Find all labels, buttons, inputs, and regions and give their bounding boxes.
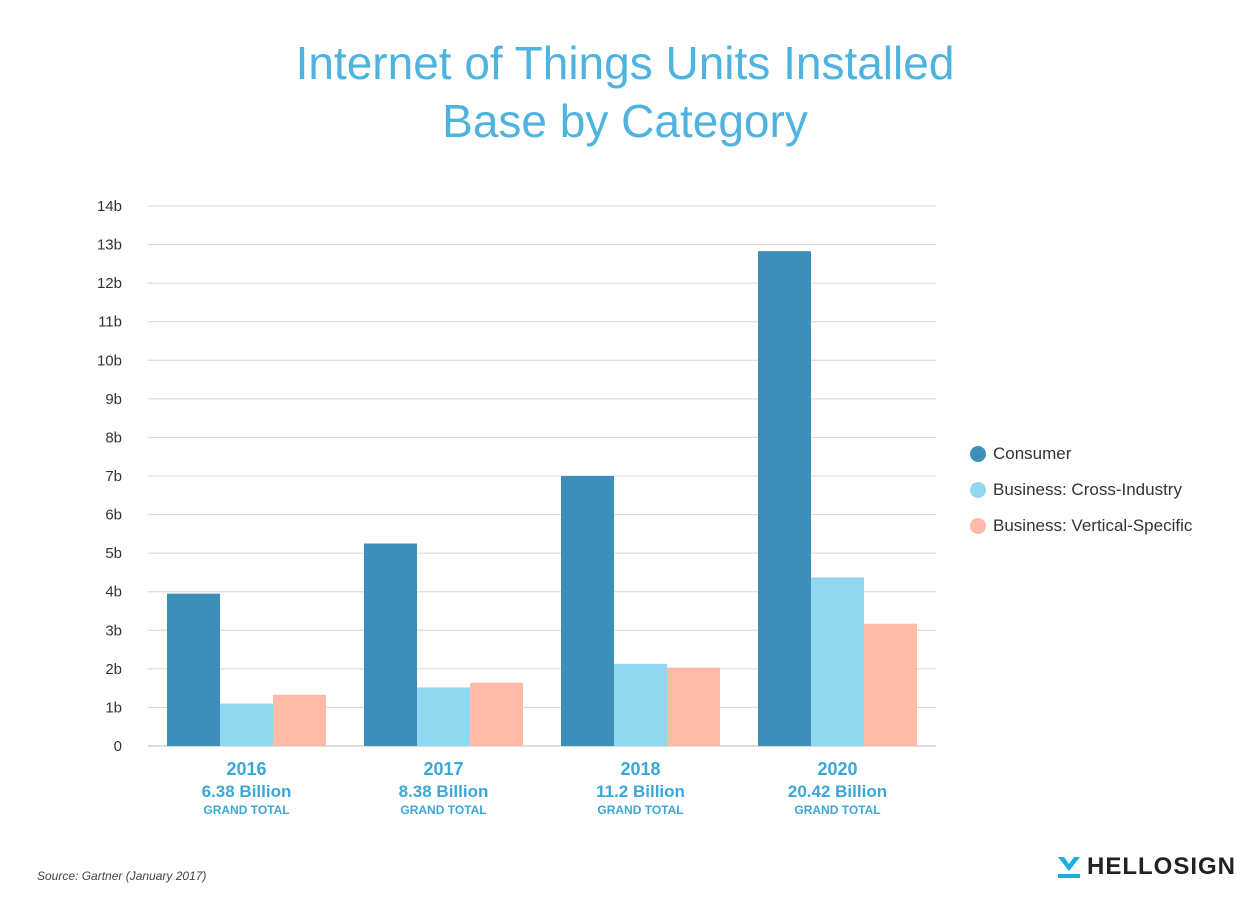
y-tick-label: 13b [97, 237, 122, 254]
category-total-label: 20.42 Billion [788, 782, 887, 801]
y-tick-label: 4b [105, 584, 122, 601]
bar [470, 682, 523, 746]
bar [417, 687, 470, 746]
legend-label: Business: Cross-Industry [993, 480, 1182, 499]
bar [758, 251, 811, 746]
hellosign-check-icon [1058, 857, 1080, 878]
legend-item: Business: Vertical-Specific [970, 508, 1192, 544]
y-tick-label: 6b [105, 507, 122, 524]
grand-total-caption: GRAND TOTAL [794, 803, 880, 817]
y-tick-label: 3b [105, 622, 122, 639]
grand-total-caption: GRAND TOTAL [597, 803, 683, 817]
bar [220, 703, 273, 746]
logo-text: HELLOSIGN [1087, 853, 1237, 880]
y-tick-label: 8b [105, 429, 122, 446]
legend-label: Consumer [993, 444, 1072, 463]
y-tick-label: 5b [105, 545, 122, 562]
y-tick-label: 10b [97, 352, 122, 369]
bar [561, 476, 614, 746]
hellosign-logo: HELLOSIGN [1057, 853, 1236, 881]
bar [667, 667, 720, 746]
y-tick-label: 14b [97, 198, 122, 215]
x-category-label: 2016 [226, 759, 266, 779]
x-axis-labels: 2016 6.38 Billion GRAND TOTAL 2017 8.38 Bill… [202, 759, 887, 817]
bar [364, 543, 417, 746]
y-tick-label: 12b [97, 275, 122, 292]
y-tick-label: 0 [114, 738, 122, 755]
x-category-label: 2020 [817, 759, 857, 779]
y-axis-ticks: 0 1b 2b 3b 4b 5b 6b 7b 8b 9b 10b 11b 12b 13b 14b [97, 198, 122, 755]
x-category-label: 2018 [620, 759, 660, 779]
bars [167, 251, 917, 746]
bar [273, 694, 326, 746]
source-note: Source: Gartner (January 2017) [37, 869, 207, 883]
category-total-label: 6.38 Billion [202, 782, 292, 801]
y-tick-label: 11b [98, 314, 122, 331]
y-tick-label: 1b [105, 699, 122, 716]
bar [864, 623, 917, 746]
legend-label: Business: Vertical-Specific [993, 516, 1193, 535]
grand-total-caption: GRAND TOTAL [203, 803, 289, 817]
chart-title-line-2: Base by Category [442, 95, 808, 147]
category-total-label: 11.2 Billion [596, 782, 685, 801]
bar [811, 577, 864, 746]
bar [614, 663, 667, 746]
y-tick-label: 2b [105, 661, 122, 678]
bar [167, 593, 220, 746]
chart-title: Internet of Things Units Installed Base … [0, 34, 1250, 150]
x-category-label: 2017 [423, 759, 463, 779]
category-total-label: 8.38 Billion [399, 782, 489, 801]
legend: Consumer Business: Cross-Industry Business… [970, 436, 1192, 544]
bar-chart: 0 1b 2b 3b 4b 5b 6b 7b 8b 9b 10b 11b 12b 13b 14b 2016 6… [97, 198, 936, 817]
grand-total-caption: GRAND TOTAL [400, 803, 486, 817]
chart-title-line-1: Internet of Things Units Installed [295, 37, 955, 89]
y-tick-label: 7b [105, 468, 122, 485]
legend-swatch [970, 482, 986, 498]
legend-item: Consumer [970, 436, 1192, 472]
legend-swatch [970, 518, 986, 534]
y-tick-label: 9b [105, 391, 122, 408]
legend-swatch [970, 446, 986, 462]
legend-item: Business: Cross-Industry [970, 472, 1192, 508]
